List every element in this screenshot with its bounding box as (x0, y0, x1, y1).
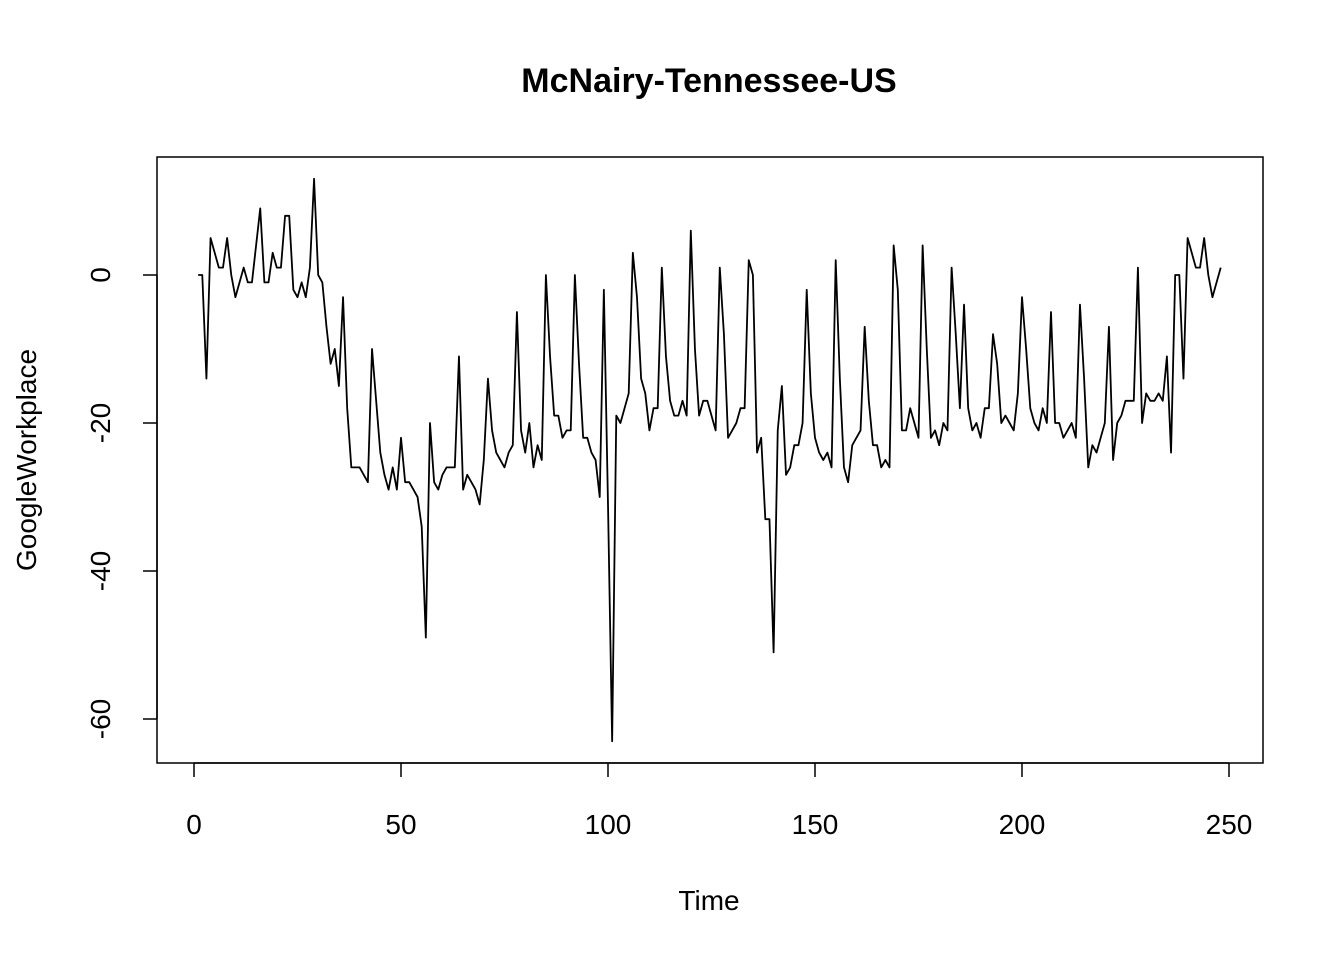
x-tick-label: 50 (385, 809, 416, 840)
x-tick-label: 0 (186, 809, 202, 840)
x-axis: 0 50 100 150 200 250 (186, 762, 1253, 840)
chart-title: McNairy-Tennessee-US (521, 62, 896, 100)
x-tick-label: 100 (585, 809, 632, 840)
x-tick-label: 200 (999, 809, 1046, 840)
y-tick-label: -60 (85, 699, 116, 739)
y-tick-label: 0 (85, 267, 116, 283)
x-axis-label: Time (678, 885, 739, 916)
x-tick-label: 250 (1206, 809, 1253, 840)
y-tick-label: -20 (85, 403, 116, 443)
plot-frame (156, 156, 1264, 764)
x-tick-label: 150 (792, 809, 839, 840)
y-axis: 0 -20 -40 -60 (85, 267, 158, 739)
y-tick-label: -40 (85, 551, 116, 591)
y-axis-label: GoogleWorkplace (11, 349, 42, 571)
series-line (198, 177, 1222, 743)
